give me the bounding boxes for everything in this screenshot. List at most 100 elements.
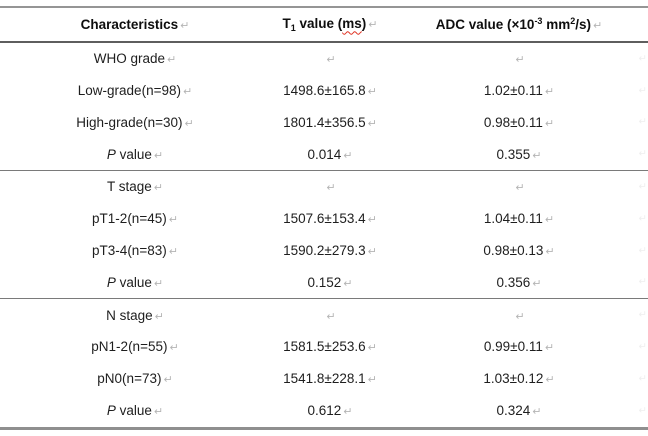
cell-adc-value: ↵: [390, 309, 648, 323]
pilcrow-mark: ↵: [367, 84, 377, 98]
cell-t1-value: 1507.6±153.4 ↵: [283, 211, 377, 227]
cell-characteristic: T stage ↵: [107, 179, 163, 195]
table-row: pT3-4(n=83) ↵ 1590.2±279.3 ↵ 0.98±0.13 ↵ ↵: [0, 235, 648, 267]
pilcrow-mark: ↵: [544, 116, 555, 130]
cell-adc-value: 0.98±0.11 ↵: [483, 114, 555, 130]
cell-adc-value: 1.02±0.11 ↵: [483, 82, 555, 98]
characteristics-table: Characteristics ↵ T1 value (ms) ↵ ADC valu…: [0, 6, 648, 430]
pilcrow-mark: ↵: [515, 181, 525, 195]
table-row: Low-grade(n=98) ↵ 1498.6±165.8 ↵ 1.02±0.11 ↵ ↵: [0, 75, 648, 107]
pilcrow-mark: ↵: [163, 373, 173, 387]
table-row: N stage ↵ ↵ ↵ ↵: [0, 299, 648, 331]
table-row: WHO grade ↵ ↵ ↵ ↵: [0, 43, 648, 75]
pilcrow-mark: ↵: [153, 276, 164, 290]
header-adc-value: ADC value (×10-3 mm2/s) ↵: [390, 17, 648, 32]
pilcrow-mark: ↵: [515, 53, 525, 67]
table-row: pN0(n=73) ↵ 1541.8±228.1 ↵ 1.03±0.12 ↵ ↵: [0, 363, 648, 395]
pilcrow-mark: ↵: [545, 373, 555, 387]
cell-characteristic: pN0(n=73) ↵: [97, 371, 173, 387]
pilcrow-mark: ↵: [326, 53, 336, 67]
end-of-row-mark: ↵: [638, 341, 647, 353]
cell-t1-value: 1801.4±356.5 ↵: [283, 114, 377, 130]
cell-adc-value: 0.98±0.13 ↵: [483, 242, 555, 258]
end-of-row-mark: ↵: [638, 116, 647, 128]
end-of-row-mark: ↵: [638, 213, 647, 225]
adc-label-pre: ADC value (×10: [435, 17, 535, 33]
pilcrow-mark: ↵: [532, 404, 542, 418]
end-of-row-mark: ↵: [638, 373, 647, 385]
pilcrow-mark: ↵: [367, 341, 377, 355]
pilcrow-mark: ↵: [532, 148, 542, 162]
cell-adc-value: 1.03±0.12 ↵: [483, 371, 555, 387]
pilcrow-mark: ↵: [367, 373, 377, 387]
pilcrow-mark: ↵: [545, 244, 555, 258]
cell-characteristic: P value ↵: [106, 146, 164, 162]
cell-adc-value: ↵: [390, 52, 648, 66]
t1-label-end: ): [361, 15, 367, 31]
t1-unit-misspelled: ms: [342, 15, 362, 31]
section-separator: [0, 170, 648, 172]
t1-subscript: 1: [290, 22, 296, 33]
p-italic: P: [106, 274, 116, 290]
section-separator: [0, 298, 648, 300]
cell-characteristic: pT3-4(n=83) ↵: [92, 242, 178, 258]
header-characteristics: Characteristics ↵: [0, 18, 270, 32]
table-row: T stage ↵ ↵ ↵ ↵: [0, 171, 648, 203]
end-of-row-mark: ↵: [638, 245, 647, 257]
end-of-row-mark: ↵: [638, 309, 647, 321]
cell-t1-value: 1581.5±253.6 ↵: [283, 339, 377, 355]
p-italic: P: [106, 402, 116, 418]
cell-characteristic: N stage ↵: [106, 307, 164, 323]
pilcrow-mark: ↵: [532, 276, 542, 290]
end-of-row-mark: ↵: [638, 53, 647, 65]
pilcrow-mark: ↵: [367, 213, 377, 227]
table-header-row: Characteristics ↵ T1 value (ms) ↵ ADC valu…: [0, 8, 648, 43]
header-characteristics-label: Characteristics: [80, 16, 179, 32]
end-of-row-mark: ↵: [638, 85, 647, 97]
cell-t1-value: 1498.6±165.8 ↵: [283, 82, 377, 98]
pilcrow-mark: ↵: [544, 341, 555, 355]
cell-adc-value: 0.355 ↵: [496, 146, 542, 162]
cell-t1-value: 1541.8±228.1 ↵: [283, 371, 377, 387]
cell-characteristic: WHO grade ↵: [93, 51, 177, 67]
table-row: High-grade(n=30) ↵ 1801.4±356.5 ↵ 0.98±0.11 ↵…: [0, 107, 648, 139]
pilcrow-mark: ↵: [169, 341, 179, 355]
pilcrow-mark: ↵: [593, 19, 603, 33]
pilcrow-mark: ↵: [544, 213, 555, 227]
cell-characteristic: Low-grade(n=98) ↵: [77, 82, 193, 98]
cell-t1-value: ↵: [270, 52, 390, 66]
t1-label-mid: value (: [295, 15, 343, 31]
pilcrow-mark: ↵: [153, 181, 163, 195]
cell-t1-value: 0.612 ↵: [307, 402, 353, 418]
pilcrow-mark: ↵: [153, 404, 164, 418]
pilcrow-mark: ↵: [343, 276, 353, 290]
table-row: pN1-2(n=55) ↵ 1581.5±253.6 ↵ 0.99±0.11 ↵ ↵: [0, 331, 648, 363]
pilcrow-mark: ↵: [367, 116, 377, 130]
adc-superscript-squared: 2: [570, 16, 576, 27]
cell-adc-value: 0.356 ↵: [496, 274, 542, 290]
pilcrow-mark: ↵: [167, 53, 177, 67]
pilcrow-mark: ↵: [367, 244, 377, 258]
cell-characteristic: High-grade(n=30) ↵: [76, 114, 194, 130]
table-row: P value ↵ 0.014 ↵ 0.355 ↵ ↵: [0, 138, 648, 170]
pilcrow-mark: ↵: [154, 309, 164, 323]
end-of-row-mark: ↵: [638, 148, 647, 160]
cell-characteristic: pT1-2(n=45) ↵: [92, 211, 178, 227]
pilcrow-mark: ↵: [326, 309, 336, 323]
cell-adc-value: 0.324 ↵: [496, 402, 542, 418]
cell-t1-value: ↵: [270, 309, 390, 323]
end-of-row-mark: ↵: [638, 276, 647, 288]
pilcrow-mark: ↵: [368, 17, 378, 31]
cell-adc-value: 1.04±0.11 ↵: [483, 211, 555, 227]
cell-characteristic: P value ↵: [106, 274, 164, 290]
adc-label-mid: mm: [542, 17, 571, 33]
header-t1-value: T1 value (ms) ↵: [270, 15, 390, 33]
pilcrow-mark: ↵: [343, 404, 353, 418]
pilcrow-mark: ↵: [153, 148, 164, 162]
cell-characteristic: pN1-2(n=55) ↵: [91, 339, 179, 355]
table-row: P value ↵ 0.612 ↵ 0.324 ↵ ↵: [0, 395, 648, 427]
cell-adc-value: 0.99±0.11 ↵: [483, 339, 555, 355]
cell-t1-value: ↵: [270, 180, 390, 194]
pilcrow-mark: ↵: [184, 116, 194, 130]
